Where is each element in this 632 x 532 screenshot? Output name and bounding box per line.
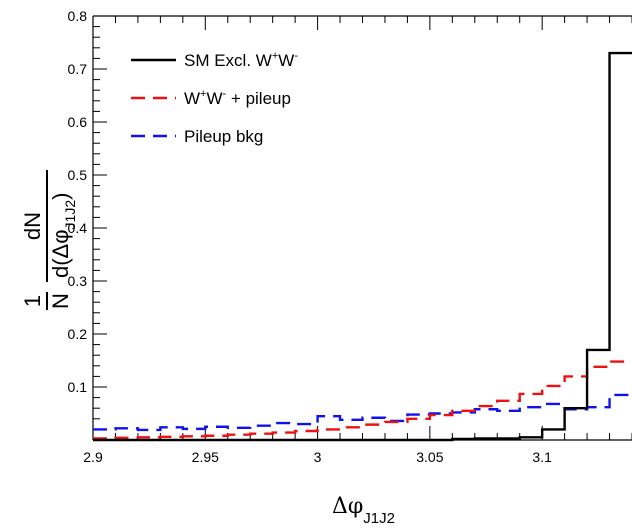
y-tick-label: 0.5 bbox=[68, 167, 88, 183]
series-layer bbox=[93, 51, 632, 442]
x-axis-title: ΔφJ1J2 bbox=[332, 494, 395, 527]
y-tick-label: 0.3 bbox=[68, 273, 88, 289]
y-axis-ticks: 0.1 0.2 0.3 0.4 0.5 0.6 0.7 0.8 bbox=[68, 8, 107, 441]
x-axis-ticks: 2.9 2.95 3 3.05 3.1 bbox=[83, 16, 632, 465]
plot-frame bbox=[92, 15, 632, 441]
y-tick-label: 0.8 bbox=[68, 8, 88, 24]
legend: SM Excl. W+W- W+W- + pileup Pileup bkg bbox=[131, 50, 298, 146]
x-tick-label: 3.05 bbox=[416, 449, 443, 465]
y-axis-title-prefix-num: 1 bbox=[20, 295, 45, 307]
y-tick-label: 0.6 bbox=[68, 114, 88, 130]
y-axis-title-frac-num: dN bbox=[20, 212, 45, 240]
x-tick-label: 3 bbox=[314, 449, 322, 465]
y-tick-label: 0.7 bbox=[68, 61, 88, 77]
series-line-1 bbox=[93, 360, 632, 440]
x-tick-label: 3.1 bbox=[532, 449, 552, 465]
y-axis-title-frac-den: d(ΔφJ1J2) bbox=[48, 193, 78, 278]
y-axis-title-prefix-den: N bbox=[48, 293, 73, 309]
series-line-0 bbox=[93, 51, 632, 442]
x-axis-title-subscript: J1J2 bbox=[363, 510, 395, 527]
series-line-2 bbox=[93, 393, 632, 432]
x-tick-label: 2.9 bbox=[83, 449, 103, 465]
x-tick-label: 2.95 bbox=[192, 449, 219, 465]
y-tick-label: 0.4 bbox=[68, 220, 88, 236]
legend-label-0: SM Excl. W+W- bbox=[184, 50, 298, 70]
y-tick-label: 0.2 bbox=[68, 326, 88, 342]
y-tick-label: 0.1 bbox=[68, 379, 88, 395]
y-axis-title: 1 N dN d(ΔφJ1J2) bbox=[20, 170, 78, 310]
legend-label-2: Pileup bkg bbox=[184, 127, 263, 146]
legend-label-1: W+W- + pileup bbox=[184, 88, 291, 108]
